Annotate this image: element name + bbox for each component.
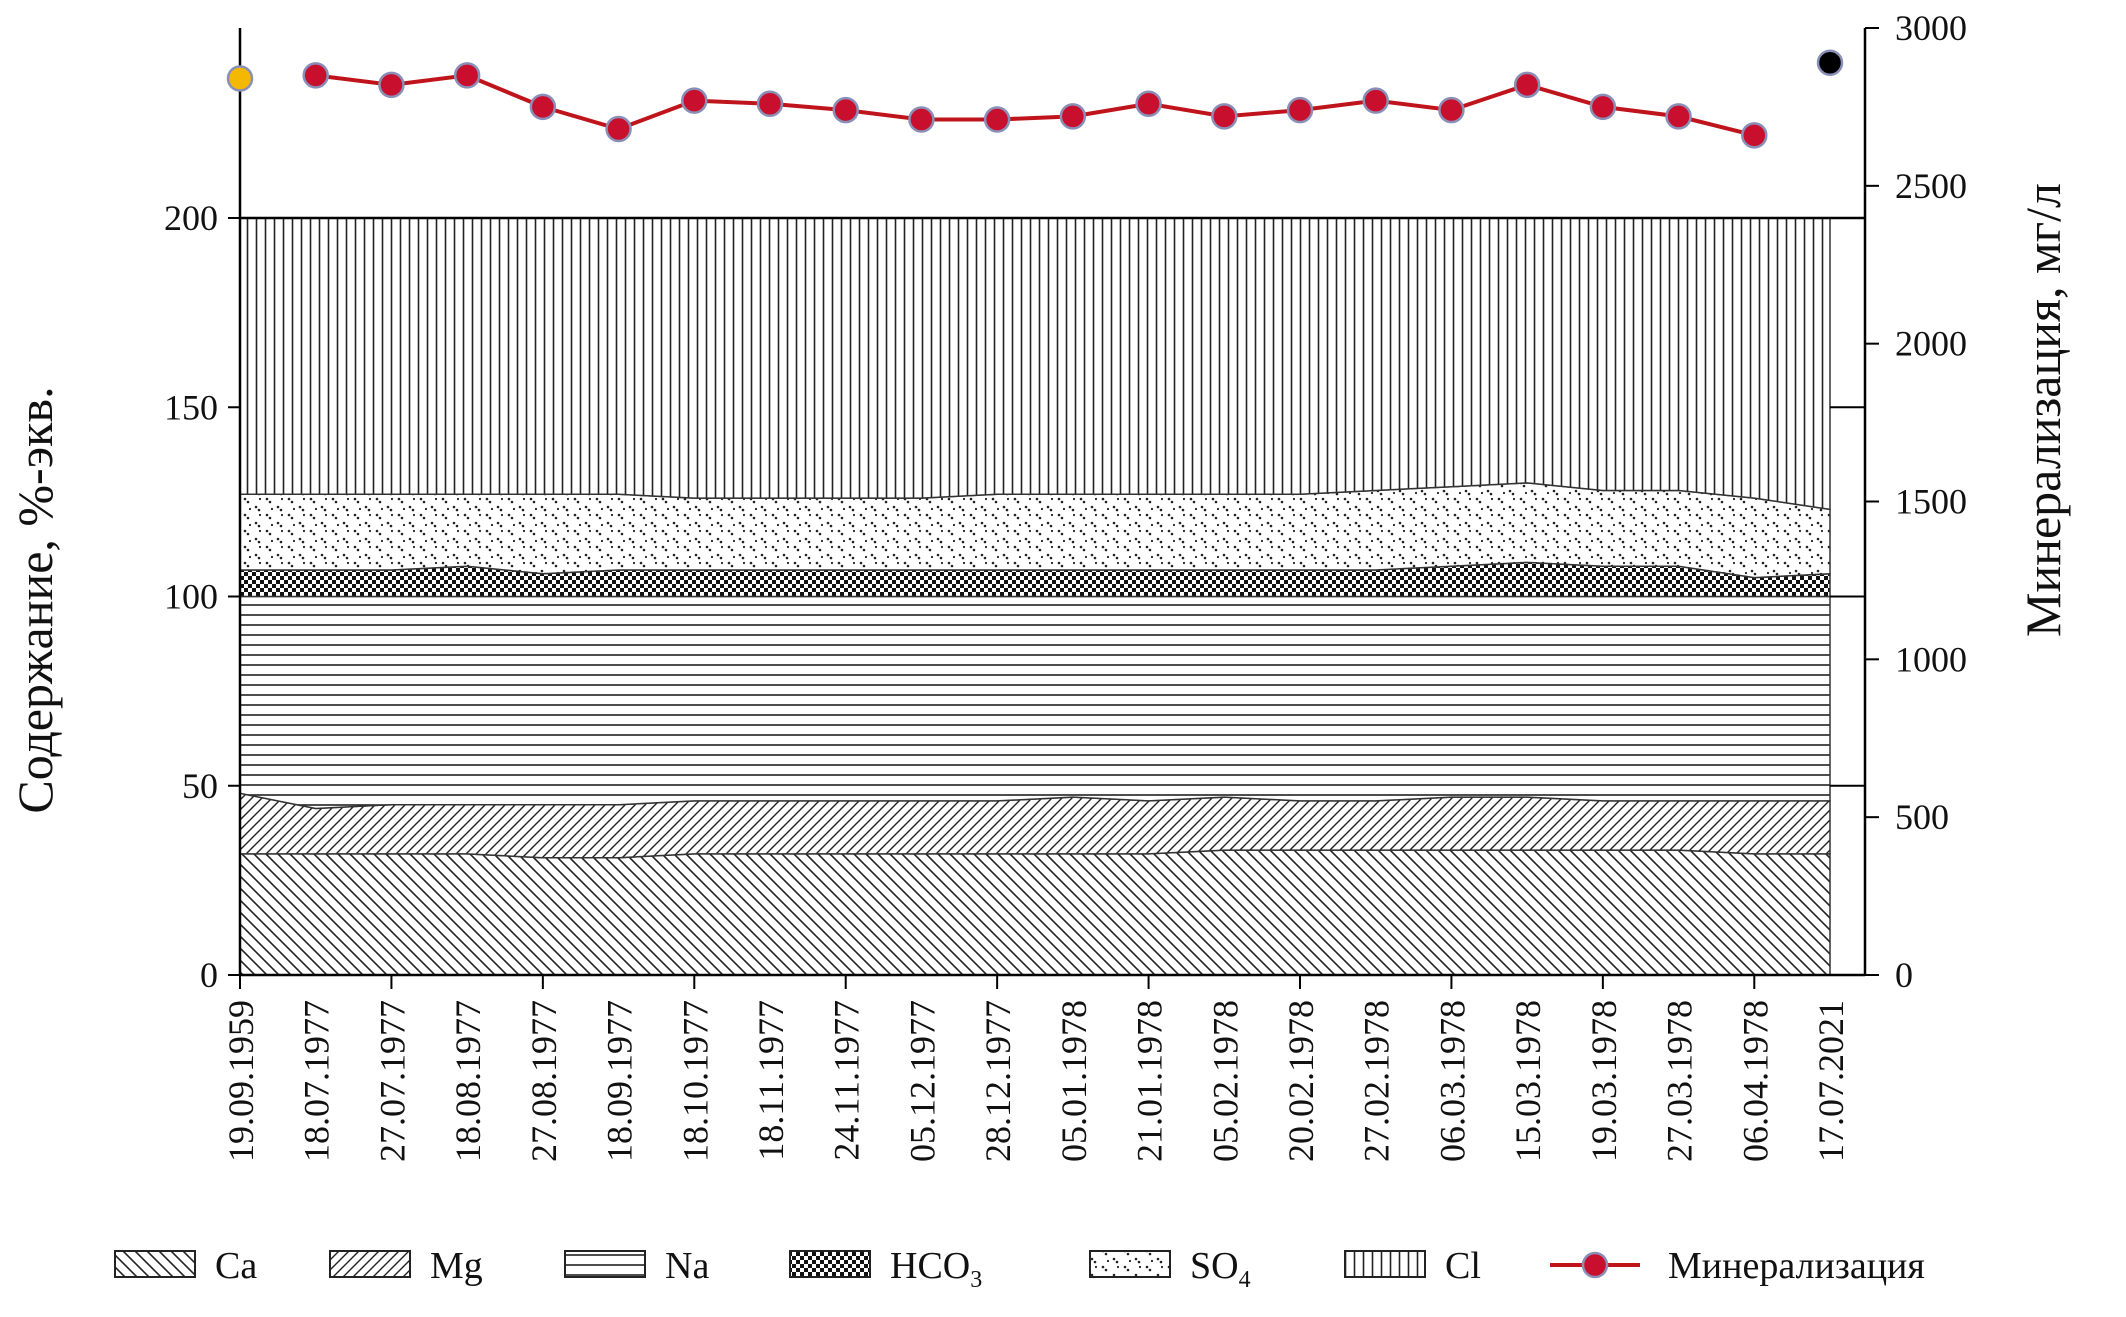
area-cl [239, 217, 1831, 511]
mineralization-point [1741, 122, 1768, 149]
legend-subscript: 3 [970, 1267, 982, 1293]
legend-swatch-ca [114, 1250, 196, 1278]
x-tick-label: 18.09.1977 [600, 1000, 640, 1162]
legend-swatch-mg [329, 1250, 411, 1278]
x-tick-label: 06.03.1978 [1432, 1000, 1472, 1162]
legend-swatch-hco [789, 1250, 871, 1278]
legend-swatch-so [1089, 1250, 1171, 1278]
legend-label-hco: HCO3 [890, 1245, 982, 1293]
x-tick-label: 05.01.1978 [1054, 1000, 1094, 1162]
x-tick-label: 27.08.1977 [524, 1000, 564, 1162]
legend: Ca Mg Na HCO3 SO4 Cl Минерализация [114, 1245, 1925, 1293]
x-tick-label: 28.12.1977 [978, 1000, 1018, 1162]
x-tick-label: 18.07.1977 [297, 1000, 337, 1162]
legend-label-mg: Mg [430, 1245, 483, 1287]
mineralization-point [832, 96, 859, 124]
right-tick-label: 3000 [1895, 8, 1967, 48]
x-tick-label: 19.09.1959 [221, 1000, 261, 1162]
x-tick-label: 24.11.1977 [827, 1000, 867, 1161]
mineralization-point [1211, 103, 1238, 130]
mineralization-point [983, 106, 1011, 133]
mineralization-point [1665, 103, 1692, 130]
x-tick-label: 21.01.1978 [1130, 1000, 1170, 1162]
right-tick-label: 1500 [1895, 482, 1967, 522]
legend-swatch-na [564, 1250, 646, 1278]
x-tick-label: 18.11.1977 [751, 1000, 791, 1161]
x-tick-label: 05.12.1977 [902, 1000, 942, 1162]
mineralization-point [1059, 103, 1087, 130]
mineralization-point [1135, 90, 1162, 118]
x-tick-label: 18.08.1977 [448, 1000, 488, 1162]
legend-label-so: SO4 [1190, 1245, 1251, 1293]
mineralization-point [605, 115, 632, 143]
legend-swatch-cl [1344, 1250, 1426, 1278]
x-tick-label: 27.02.1978 [1357, 1000, 1397, 1162]
right-axis-title: Минерализация, мг/л [2015, 183, 2071, 637]
x-tick-label: 27.03.1978 [1660, 1000, 1700, 1162]
x-tick-label: 27.07.1977 [372, 1000, 412, 1162]
legend-label-ca: Ca [215, 1245, 257, 1287]
right-tick-label: 500 [1895, 797, 1949, 837]
right-tick-label: 2000 [1895, 324, 1967, 364]
x-tick-label: 17.07.2021 [1811, 1000, 1851, 1162]
left-tick-label: 100 [164, 577, 218, 617]
left-tick-label: 200 [164, 198, 218, 238]
left-axis-title: Содержание, %-экв. [7, 386, 63, 813]
mineralization-point [681, 87, 708, 114]
mineralization-point [378, 71, 405, 99]
mineralization-series [226, 49, 1844, 149]
x-tick-label: 15.03.1978 [1508, 1000, 1548, 1162]
right-tick-label: 2500 [1895, 166, 1967, 206]
x-axis-tick-labels: 19.09.1959 18.07.1977 27.07.1977 18.08.1977… [221, 975, 1851, 1162]
mineralization-point [302, 62, 329, 89]
mineralization-point [453, 62, 481, 89]
mineralization-point [226, 65, 254, 92]
x-tick-label: 20.02.1978 [1281, 1000, 1321, 1162]
legend-label-na: Na [665, 1245, 709, 1287]
area-na [239, 595, 1831, 810]
left-tick-label: 0 [200, 955, 218, 995]
area-so [239, 482, 1831, 579]
right-tick-label: 1000 [1895, 639, 1967, 679]
mineralization-point [908, 106, 935, 133]
legend-label-cl: Cl [1445, 1245, 1481, 1287]
mineralization-point [1362, 87, 1389, 114]
x-tick-label: 06.04.1978 [1735, 1000, 1775, 1162]
area-ca [239, 849, 1831, 976]
mineralization-point [1589, 93, 1617, 121]
x-tick-label: 19.03.1978 [1584, 1000, 1624, 1162]
x-tick-label: 05.02.1978 [1205, 1000, 1245, 1162]
mineralization-point [529, 93, 557, 121]
mineralization-point [756, 90, 784, 118]
stacked-areas [239, 217, 1831, 976]
x-tick-label: 18.10.1977 [675, 1000, 715, 1162]
mineralization-point [1286, 96, 1314, 124]
mineralization-point [1438, 96, 1465, 124]
legend-subscript: 4 [1239, 1267, 1251, 1293]
legend-label-mineralization: Минерализация [1668, 1245, 1925, 1287]
mineralization-point [1513, 71, 1541, 99]
left-tick-label: 50 [182, 766, 218, 806]
left-tick-label: 150 [164, 387, 218, 427]
right-tick-label: 0 [1895, 955, 1913, 995]
mineralization-point [1816, 49, 1844, 76]
legend-marker-mineralization [1581, 1251, 1609, 1279]
